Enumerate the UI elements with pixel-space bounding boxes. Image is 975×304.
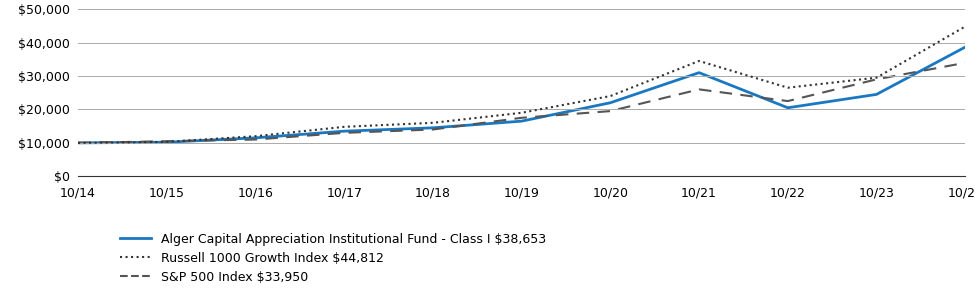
Alger Capital Appreciation Institutional Fund - Class I $38,653 — [871, 92, 882, 96]
Russell 1000 Growth Index $44,812 — [693, 59, 705, 63]
Russell 1000 Growth Index $44,812 — [516, 111, 527, 115]
Alger Capital Appreciation Institutional Fund - Class I $38,653 — [250, 136, 261, 140]
Alger Capital Appreciation Institutional Fund - Class I $38,653 — [338, 130, 350, 133]
S&P 500 Index $33,950 — [72, 141, 84, 145]
Line: S&P 500 Index $33,950: S&P 500 Index $33,950 — [78, 63, 965, 143]
Alger Capital Appreciation Institutional Fund - Class I $38,653 — [427, 126, 439, 130]
Line: Alger Capital Appreciation Institutional Fund - Class I $38,653: Alger Capital Appreciation Institutional… — [78, 47, 965, 143]
Russell 1000 Growth Index $44,812 — [250, 134, 261, 138]
S&P 500 Index $33,950 — [161, 140, 173, 143]
Alger Capital Appreciation Institutional Fund - Class I $38,653 — [693, 71, 705, 74]
Russell 1000 Growth Index $44,812 — [338, 125, 350, 129]
Russell 1000 Growth Index $44,812 — [782, 86, 794, 90]
Russell 1000 Growth Index $44,812 — [871, 76, 882, 80]
S&P 500 Index $33,950 — [516, 116, 527, 120]
S&P 500 Index $33,950 — [959, 61, 971, 65]
S&P 500 Index $33,950 — [250, 138, 261, 141]
S&P 500 Index $33,950 — [782, 99, 794, 103]
S&P 500 Index $33,950 — [338, 131, 350, 135]
S&P 500 Index $33,950 — [871, 78, 882, 81]
Russell 1000 Growth Index $44,812 — [161, 140, 173, 144]
Alger Capital Appreciation Institutional Fund - Class I $38,653 — [72, 141, 84, 145]
S&P 500 Index $33,950 — [604, 109, 616, 113]
Line: Russell 1000 Growth Index $44,812: Russell 1000 Growth Index $44,812 — [78, 26, 965, 143]
Alger Capital Appreciation Institutional Fund - Class I $38,653 — [516, 119, 527, 123]
S&P 500 Index $33,950 — [693, 88, 705, 91]
Alger Capital Appreciation Institutional Fund - Class I $38,653 — [959, 45, 971, 49]
Russell 1000 Growth Index $44,812 — [604, 94, 616, 98]
Russell 1000 Growth Index $44,812 — [959, 25, 971, 28]
Russell 1000 Growth Index $44,812 — [72, 141, 84, 145]
Alger Capital Appreciation Institutional Fund - Class I $38,653 — [604, 101, 616, 105]
Alger Capital Appreciation Institutional Fund - Class I $38,653 — [161, 140, 173, 144]
Russell 1000 Growth Index $44,812 — [427, 121, 439, 125]
Legend: Alger Capital Appreciation Institutional Fund - Class I $38,653, Russell 1000 Gr: Alger Capital Appreciation Institutional… — [120, 233, 546, 284]
Alger Capital Appreciation Institutional Fund - Class I $38,653 — [782, 106, 794, 110]
S&P 500 Index $33,950 — [427, 128, 439, 131]
